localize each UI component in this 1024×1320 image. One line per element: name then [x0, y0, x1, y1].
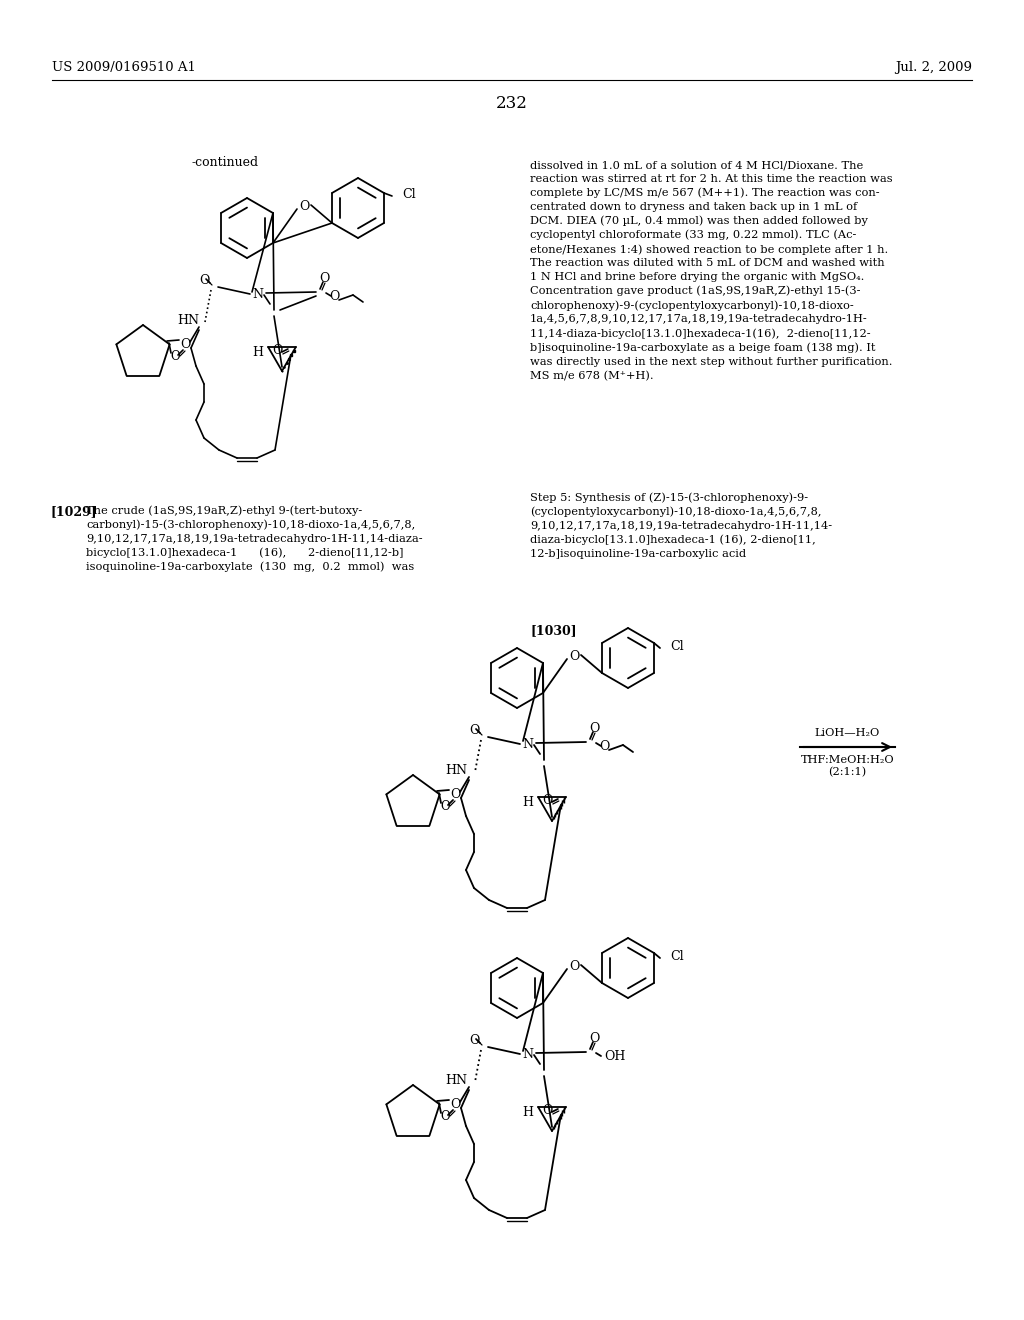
- Text: O: O: [318, 272, 329, 285]
- Text: O: O: [450, 788, 460, 801]
- Text: O: O: [450, 1098, 460, 1111]
- Text: HN: HN: [177, 314, 199, 327]
- Text: OH: OH: [604, 1051, 626, 1064]
- Text: HN: HN: [445, 763, 467, 776]
- Text: Cl: Cl: [670, 639, 684, 652]
- Text: O: O: [568, 961, 580, 974]
- Text: O: O: [272, 345, 283, 358]
- Text: O: O: [299, 201, 309, 214]
- Text: O: O: [568, 651, 580, 664]
- Text: HN: HN: [445, 1073, 467, 1086]
- Text: 232: 232: [496, 95, 528, 111]
- Text: Cl: Cl: [670, 949, 684, 962]
- Text: Cl: Cl: [402, 187, 416, 201]
- Text: O: O: [440, 800, 450, 813]
- Text: O: O: [469, 723, 479, 737]
- Text: O: O: [589, 722, 599, 735]
- Text: O: O: [199, 273, 209, 286]
- Text: H: H: [253, 346, 263, 359]
- Text: [1030]: [1030]: [530, 624, 577, 638]
- Text: O: O: [170, 351, 180, 363]
- Text: O: O: [589, 1032, 599, 1045]
- Text: O: O: [599, 741, 609, 754]
- Text: THF:MeOH:H₂O
(2:1:1): THF:MeOH:H₂O (2:1:1): [801, 755, 894, 777]
- Text: O: O: [440, 1110, 450, 1123]
- Text: O: O: [543, 795, 553, 808]
- Text: N: N: [522, 738, 534, 751]
- Text: US 2009/0169510 A1: US 2009/0169510 A1: [52, 62, 196, 74]
- Text: [1029]: [1029]: [50, 506, 96, 517]
- Text: -continued: -continued: [191, 157, 259, 169]
- Text: LiOH—H₂O: LiOH—H₂O: [815, 729, 880, 738]
- Text: O: O: [469, 1034, 479, 1047]
- Text: O: O: [180, 338, 190, 351]
- Text: dissolved in 1.0 mL of a solution of 4 M HCl/Dioxane. The
reaction was stirred a: dissolved in 1.0 mL of a solution of 4 M…: [530, 160, 893, 381]
- Text: The crude (1aS,9S,19aR,Z)-ethyl 9-(tert-butoxy-
carbonyl)-15-(3-chlorophenoxy)-1: The crude (1aS,9S,19aR,Z)-ethyl 9-(tert-…: [86, 506, 423, 573]
- Text: Step 5: Synthesis of (Z)-15-(3-chlorophenoxy)-9-
(cyclopentyloxycarbonyl)-10,18-: Step 5: Synthesis of (Z)-15-(3-chlorophe…: [530, 492, 833, 558]
- Text: N: N: [522, 1048, 534, 1061]
- Text: Jul. 2, 2009: Jul. 2, 2009: [895, 62, 972, 74]
- Text: O: O: [329, 290, 339, 304]
- Text: H: H: [522, 796, 534, 808]
- Text: H: H: [522, 1106, 534, 1118]
- Text: O: O: [543, 1105, 553, 1118]
- Text: N: N: [253, 289, 263, 301]
